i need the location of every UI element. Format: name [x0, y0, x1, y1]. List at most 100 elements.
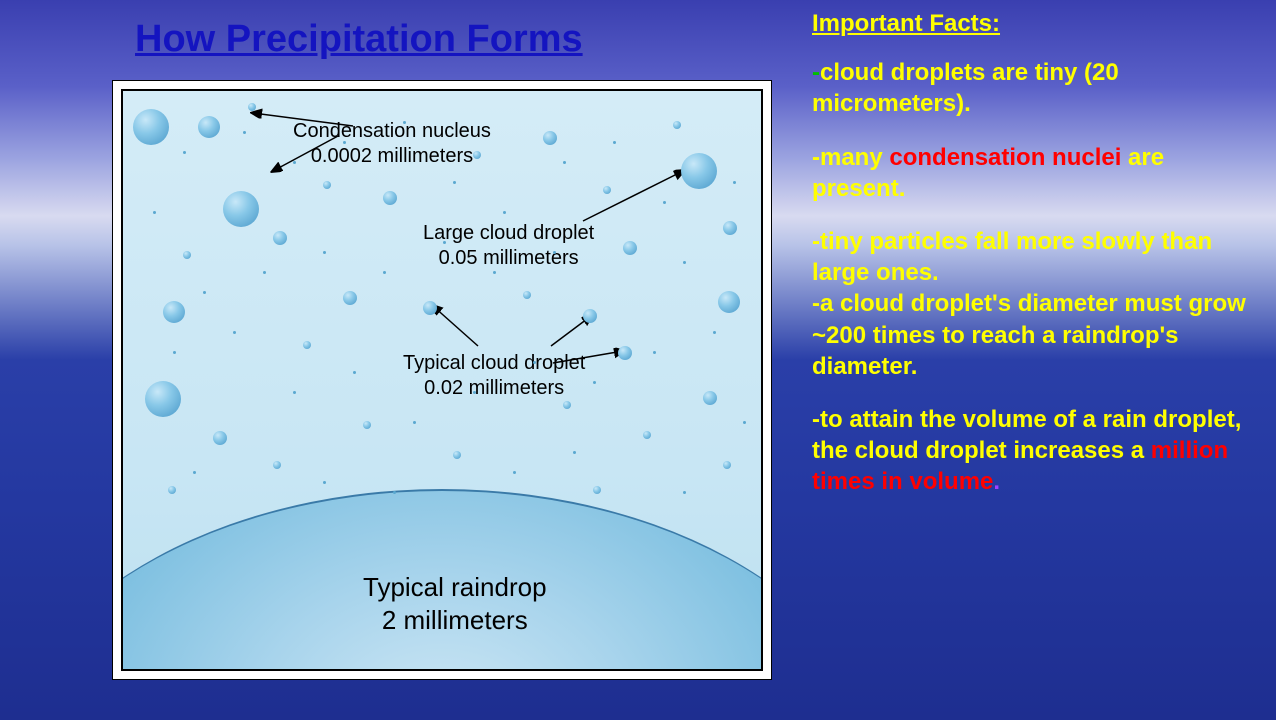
- fact-text: cloud droplets are tiny (20 micrometers)…: [812, 59, 1119, 117]
- droplet: [193, 471, 196, 474]
- fact-2: -many condensation nuclei are present.: [812, 142, 1260, 204]
- fact-3: -tiny particles fall more slowly than la…: [812, 226, 1260, 288]
- label-condensation-nucleus: Condensation nucleus 0.0002 millimeters: [293, 119, 491, 169]
- label-typical-cloud-droplet: Typical cloud droplet 0.02 millimeters: [403, 351, 585, 401]
- droplet: [363, 421, 371, 429]
- bullet: -: [812, 59, 820, 86]
- fact-4: -a cloud droplet's diameter must grow ~2…: [812, 288, 1260, 382]
- label-large-cloud-droplet: Large cloud droplet 0.05 millimeters: [423, 221, 594, 271]
- droplet: [383, 271, 386, 274]
- droplet: [163, 301, 185, 323]
- droplet: [603, 186, 611, 194]
- droplet: [383, 191, 397, 205]
- facts-panel: Important Facts: -cloud droplets are tin…: [812, 8, 1260, 497]
- fact-highlight: condensation nuclei: [889, 144, 1121, 171]
- droplet: [473, 151, 481, 159]
- droplet: [323, 181, 331, 189]
- fact-prefix: -many: [812, 144, 889, 171]
- droplet: [573, 451, 576, 454]
- droplet: [343, 291, 357, 305]
- droplet: [168, 486, 176, 494]
- droplet: [145, 381, 181, 417]
- droplet: [248, 103, 256, 111]
- diagram-frame: Condensation nucleus 0.0002 millimeters …: [112, 80, 772, 680]
- droplet: [213, 431, 227, 445]
- fact-1: -cloud droplets are tiny (20 micrometers…: [812, 57, 1260, 119]
- droplet: [583, 309, 597, 323]
- droplet: [198, 116, 220, 138]
- droplet: [293, 391, 296, 394]
- droplet: [543, 131, 557, 145]
- droplet: [533, 361, 536, 364]
- droplet: [153, 211, 156, 214]
- droplet: [613, 141, 616, 144]
- droplet: [453, 451, 461, 459]
- fact-period: .: [993, 468, 1000, 495]
- droplet: [273, 231, 287, 245]
- droplet: [323, 251, 326, 254]
- droplet: [513, 471, 516, 474]
- droplet: [423, 301, 437, 315]
- droplet: [703, 391, 717, 405]
- droplet: [713, 331, 716, 334]
- label-typical-raindrop: Typical raindrop 2 millimeters: [363, 571, 547, 636]
- droplet: [743, 421, 746, 424]
- droplet: [443, 241, 446, 244]
- droplet: [723, 221, 737, 235]
- droplet: [503, 211, 506, 214]
- label-value: 0.0002 millimeters: [293, 144, 491, 169]
- label-name: Typical raindrop: [363, 571, 547, 604]
- droplet: [683, 491, 686, 494]
- arrow: [583, 171, 683, 221]
- droplet: [273, 461, 281, 469]
- droplet: [653, 351, 656, 354]
- droplet: [243, 131, 246, 134]
- slide: How Precipitation Forms Condensation nuc…: [0, 0, 1276, 720]
- droplet: [293, 161, 296, 164]
- droplet: [203, 291, 206, 294]
- label-value: 0.02 millimeters: [403, 376, 585, 401]
- droplet: [393, 491, 396, 494]
- droplet: [618, 346, 632, 360]
- droplet: [683, 261, 686, 264]
- droplet: [553, 251, 556, 254]
- droplet: [563, 401, 571, 409]
- droplet: [233, 331, 236, 334]
- droplet: [733, 181, 736, 184]
- droplet: [681, 153, 717, 189]
- slide-title: How Precipitation Forms: [135, 18, 583, 61]
- droplet: [473, 391, 476, 394]
- droplet: [718, 291, 740, 313]
- droplet: [413, 421, 416, 424]
- precipitation-diagram: Condensation nucleus 0.0002 millimeters …: [121, 89, 763, 671]
- droplet: [493, 271, 496, 274]
- label-name: Condensation nucleus: [293, 119, 491, 144]
- droplet: [563, 161, 566, 164]
- droplet: [403, 121, 406, 124]
- droplet: [593, 381, 596, 384]
- label-name: Typical cloud droplet: [403, 351, 585, 376]
- droplet: [323, 481, 326, 484]
- droplet: [183, 151, 186, 154]
- droplet: [663, 201, 666, 204]
- label-name: Large cloud droplet: [423, 221, 594, 246]
- droplet: [523, 291, 531, 299]
- droplet: [173, 351, 176, 354]
- label-value: 2 millimeters: [363, 604, 547, 637]
- facts-header: Important Facts:: [812, 8, 1260, 39]
- droplet: [593, 486, 601, 494]
- droplet: [343, 141, 346, 144]
- label-value: 0.05 millimeters: [423, 246, 594, 271]
- droplet: [623, 241, 637, 255]
- droplet: [643, 431, 651, 439]
- arrow: [433, 306, 478, 346]
- droplet: [303, 341, 311, 349]
- fact-5: -to attain the volume of a rain droplet,…: [812, 404, 1260, 498]
- droplet: [723, 461, 731, 469]
- droplet: [263, 271, 266, 274]
- droplet: [133, 109, 169, 145]
- droplet: [183, 251, 191, 259]
- droplet: [223, 191, 259, 227]
- droplet: [453, 181, 456, 184]
- droplet: [353, 371, 356, 374]
